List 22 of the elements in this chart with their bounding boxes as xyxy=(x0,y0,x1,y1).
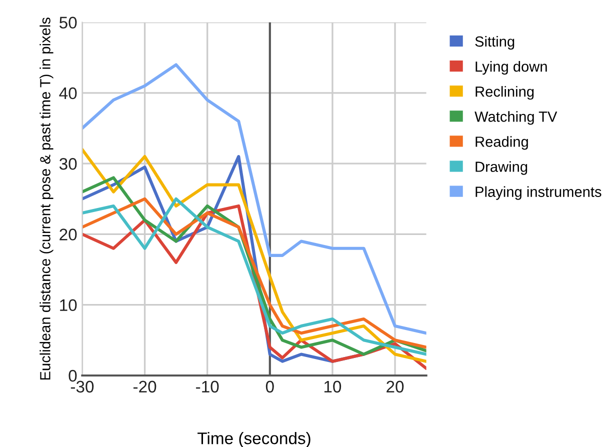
x-tick-label: 20 xyxy=(386,380,404,393)
legend-label: Watching TV xyxy=(474,111,558,125)
x-tick-label: -20 xyxy=(133,380,156,393)
y-tick-label: 10 xyxy=(60,299,77,312)
y-tick-label: 30 xyxy=(59,158,77,170)
y-axis-title: Euclidean distance (current pose & past time T) in pixels xyxy=(40,18,54,380)
legend-label: Reading xyxy=(476,136,528,150)
y-tick-label: 0 xyxy=(68,370,77,382)
legend-label: Lying down xyxy=(476,61,547,75)
x-tick-label: -10 xyxy=(196,380,219,393)
y-tick-label: 40 xyxy=(59,87,77,100)
x-tick-label: 10 xyxy=(324,380,342,393)
y-tick-label: 50 xyxy=(59,16,77,29)
x-tick-label: 0 xyxy=(266,380,274,393)
legend-label: Sitting xyxy=(475,36,514,50)
legend-label: Playing instruments xyxy=(476,186,602,200)
line-series xyxy=(82,63,426,335)
legend-label: Reclining xyxy=(476,86,534,100)
y-tick-label: 20 xyxy=(60,228,77,240)
line-series xyxy=(82,148,426,363)
x-tick-label: -30 xyxy=(70,380,94,393)
legend-label: Drawing xyxy=(476,161,528,175)
